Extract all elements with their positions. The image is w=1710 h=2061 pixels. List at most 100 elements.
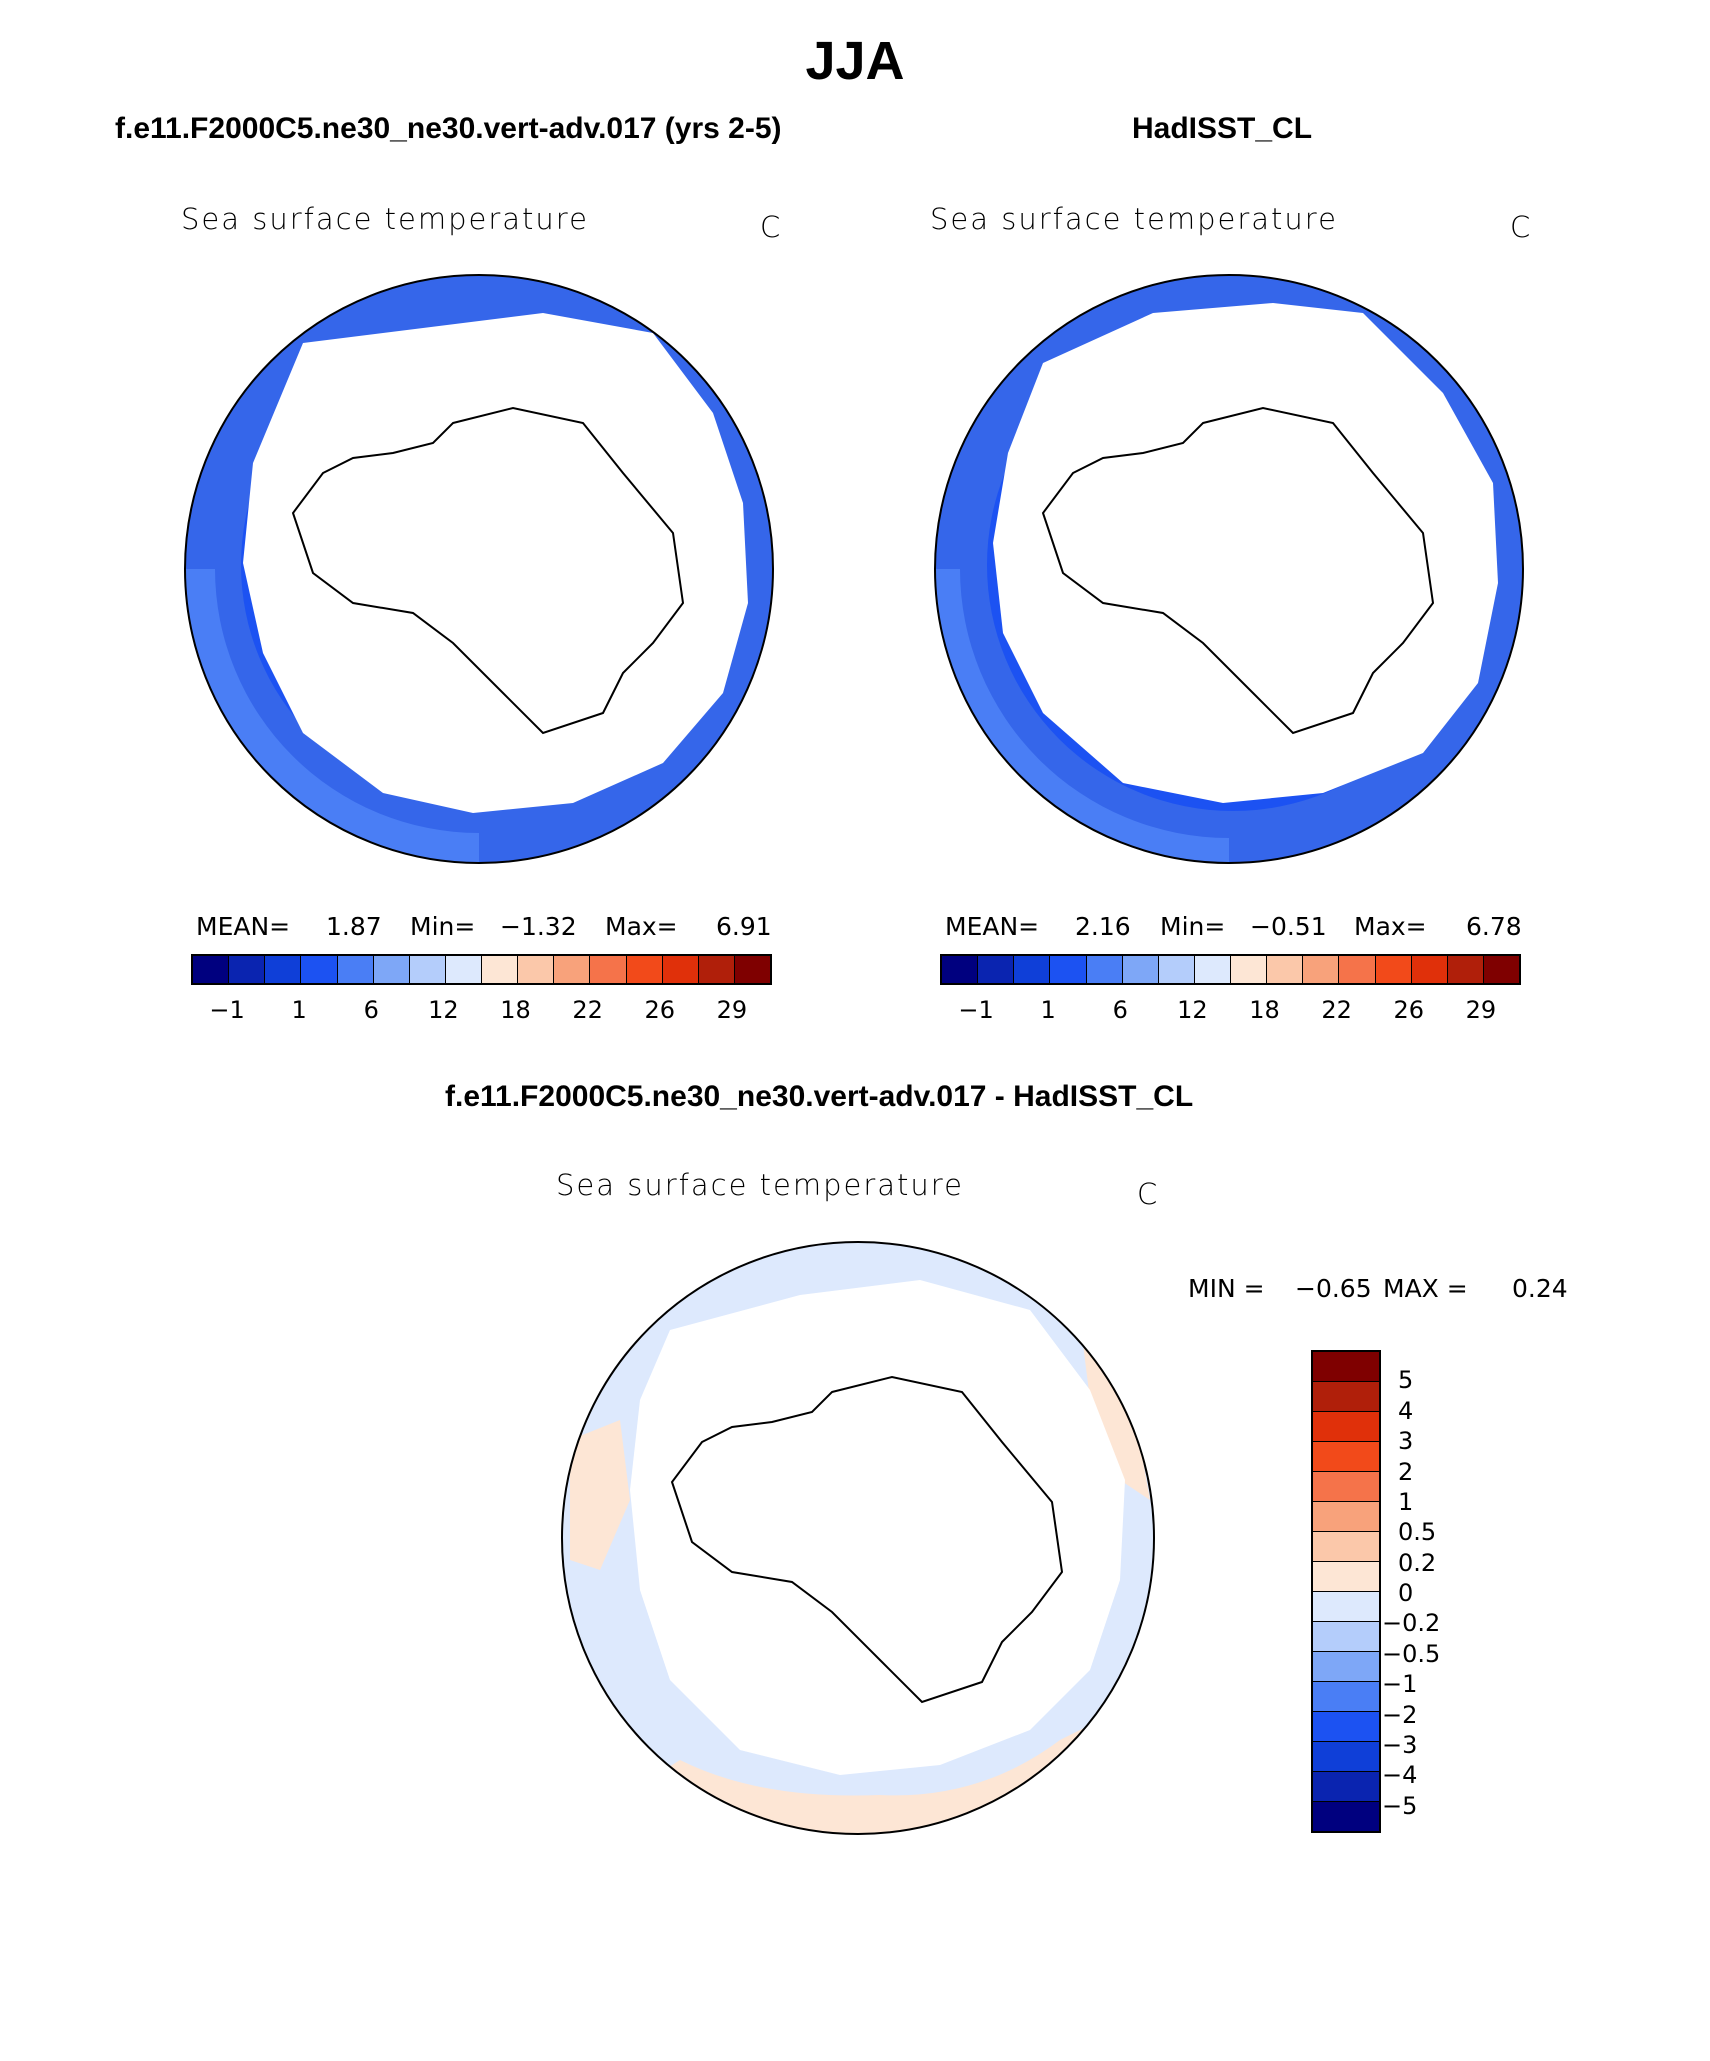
colorbar-swatch — [1313, 1412, 1379, 1442]
model-min-label: Min= — [410, 912, 476, 941]
model-variable-label: Sea surface temperature — [181, 202, 589, 236]
diff-polar-map — [561, 1241, 1155, 1835]
colorbar-tick-label: 29 — [1465, 996, 1497, 1024]
diff-max-label: MAX = — [1383, 1274, 1468, 1303]
colorbar-swatch — [1303, 956, 1340, 983]
obs-mean-value: 2.16 — [1075, 912, 1131, 941]
model-units-label: C — [760, 210, 783, 244]
colorbar-tick-label: 29 — [716, 996, 748, 1024]
colorbar-swatch — [1122, 956, 1159, 983]
obs-max-value: 6.78 — [1466, 912, 1522, 941]
model-max-value: 6.91 — [716, 912, 772, 941]
obs-min-value: −0.51 — [1250, 912, 1327, 941]
colorbar-tick-label: −2 — [1382, 1700, 1418, 1729]
colorbar-tick-label: 6 — [363, 996, 379, 1024]
colorbar-swatch — [1313, 1442, 1379, 1472]
colorbar-swatch — [1313, 1622, 1379, 1652]
colorbar-tick-label: 12 — [428, 996, 459, 1024]
colorbar-swatch — [942, 956, 979, 983]
obs-mean-label: MEAN= — [945, 912, 1040, 941]
colorbar-swatch — [1483, 956, 1519, 983]
colorbar-tick-label: 18 — [500, 996, 531, 1024]
colorbar-swatch — [1375, 956, 1412, 983]
obs-min-label: Min= — [1160, 912, 1226, 941]
colorbar-tick-label: 26 — [1393, 996, 1425, 1024]
colorbar-swatch — [301, 956, 338, 983]
colorbar-swatch — [1313, 1352, 1379, 1382]
colorbar-tick-label: −1 — [1382, 1670, 1418, 1699]
colorbar-swatch — [590, 956, 627, 983]
model-colorbar — [191, 954, 772, 985]
colorbar-tick-label: 18 — [1249, 996, 1280, 1024]
colorbar-tick-label: 3 — [1398, 1427, 1414, 1456]
diff-min-value: −0.65 — [1295, 1274, 1372, 1303]
colorbar-swatch — [1231, 956, 1268, 983]
colorbar-swatch — [445, 956, 482, 983]
colorbar-swatch — [518, 956, 555, 983]
colorbar-tick-label: 0 — [1398, 1579, 1414, 1607]
colorbar-swatch — [482, 956, 519, 983]
colorbar-swatch — [1313, 1712, 1379, 1742]
obs-warm-band — [935, 569, 1229, 863]
colorbar-swatch — [193, 956, 230, 983]
colorbar-tick-label: 4 — [1398, 1396, 1414, 1425]
colorbar-tick-label: 26 — [644, 996, 676, 1024]
colorbar-swatch — [1313, 1592, 1379, 1622]
colorbar-swatch — [1050, 956, 1087, 983]
colorbar-swatch — [1267, 956, 1304, 983]
colorbar-swatch — [1313, 1382, 1379, 1412]
obs-panel-heading: HadISST_CL — [1132, 112, 1313, 145]
diff-positive-patch-west — [570, 1420, 630, 1570]
obs-max-label: Max= — [1354, 912, 1427, 941]
model-sea-ice — [243, 313, 748, 813]
diff-max-value: 0.24 — [1512, 1274, 1568, 1303]
colorbar-swatch — [734, 956, 770, 983]
model-min-value: −1.32 — [500, 912, 577, 941]
colorbar-swatch — [1313, 1472, 1379, 1502]
colorbar-swatch — [409, 956, 446, 983]
colorbar-tick-label: 5 — [1398, 1366, 1414, 1395]
obs-sea-ice — [993, 303, 1498, 803]
colorbar-swatch — [1411, 956, 1448, 983]
colorbar-swatch — [1158, 956, 1195, 983]
colorbar-tick-label: 1 — [291, 996, 307, 1024]
colorbar-tick-label: −0.5 — [1382, 1639, 1441, 1668]
obs-antarctica-coast — [1041, 406, 1435, 735]
colorbar-swatch — [1313, 1652, 1379, 1682]
obs-units-label: C — [1510, 210, 1533, 244]
model-max-label: Max= — [605, 912, 678, 941]
colorbar-swatch — [373, 956, 410, 983]
colorbar-tick-label: 12 — [1177, 996, 1208, 1024]
model-polar-map — [184, 274, 774, 864]
model-mean-label: MEAN= — [196, 912, 291, 941]
diff-colorbar — [1311, 1350, 1381, 1833]
diff-colorbar-ticks: 5 4 3 2 1 0.5 0.2 0 −0.2 −0.5 −1 −2 −3 −4 −5 — [1382, 1350, 1512, 1836]
diff-panel-heading: f.e11.F2000C5.ne30_ne30.vert-adv.017 - H… — [445, 1080, 1194, 1113]
colorbar-tick-label: 1 — [1040, 996, 1056, 1024]
colorbar-swatch — [1339, 956, 1376, 983]
colorbar-tick-label: −1 — [209, 996, 245, 1024]
diff-variable-label: Sea surface temperature — [556, 1168, 964, 1202]
colorbar-swatch — [229, 956, 266, 983]
diff-units-label: C — [1137, 1177, 1160, 1211]
colorbar-tick-label: 2 — [1398, 1457, 1414, 1486]
colorbar-tick-label: 22 — [1321, 996, 1352, 1024]
colorbar-swatch — [1313, 1562, 1379, 1592]
colorbar-swatch — [1313, 1742, 1379, 1772]
colorbar-tick-label: 0.2 — [1398, 1548, 1437, 1577]
colorbar-tick-label: −4 — [1382, 1761, 1418, 1790]
colorbar-swatch — [1313, 1772, 1379, 1802]
colorbar-swatch — [1313, 1682, 1379, 1712]
colorbar-tick-label: 22 — [572, 996, 603, 1024]
colorbar-swatch — [1313, 1502, 1379, 1532]
obs-polar-map — [934, 274, 1524, 864]
model-colorbar-ticks: −1 1 6 12 18 22 26 29 — [191, 996, 768, 1026]
colorbar-tick-label: −3 — [1382, 1730, 1418, 1759]
colorbar-tick-label: 6 — [1112, 996, 1128, 1024]
diff-antarctica-coast — [670, 1375, 1064, 1704]
colorbar-tick-label: −1 — [958, 996, 994, 1024]
colorbar-tick-label: −5 — [1382, 1791, 1418, 1820]
model-antarctica-coast — [291, 406, 685, 735]
colorbar-swatch — [1313, 1532, 1379, 1562]
model-warm-band — [185, 569, 479, 863]
